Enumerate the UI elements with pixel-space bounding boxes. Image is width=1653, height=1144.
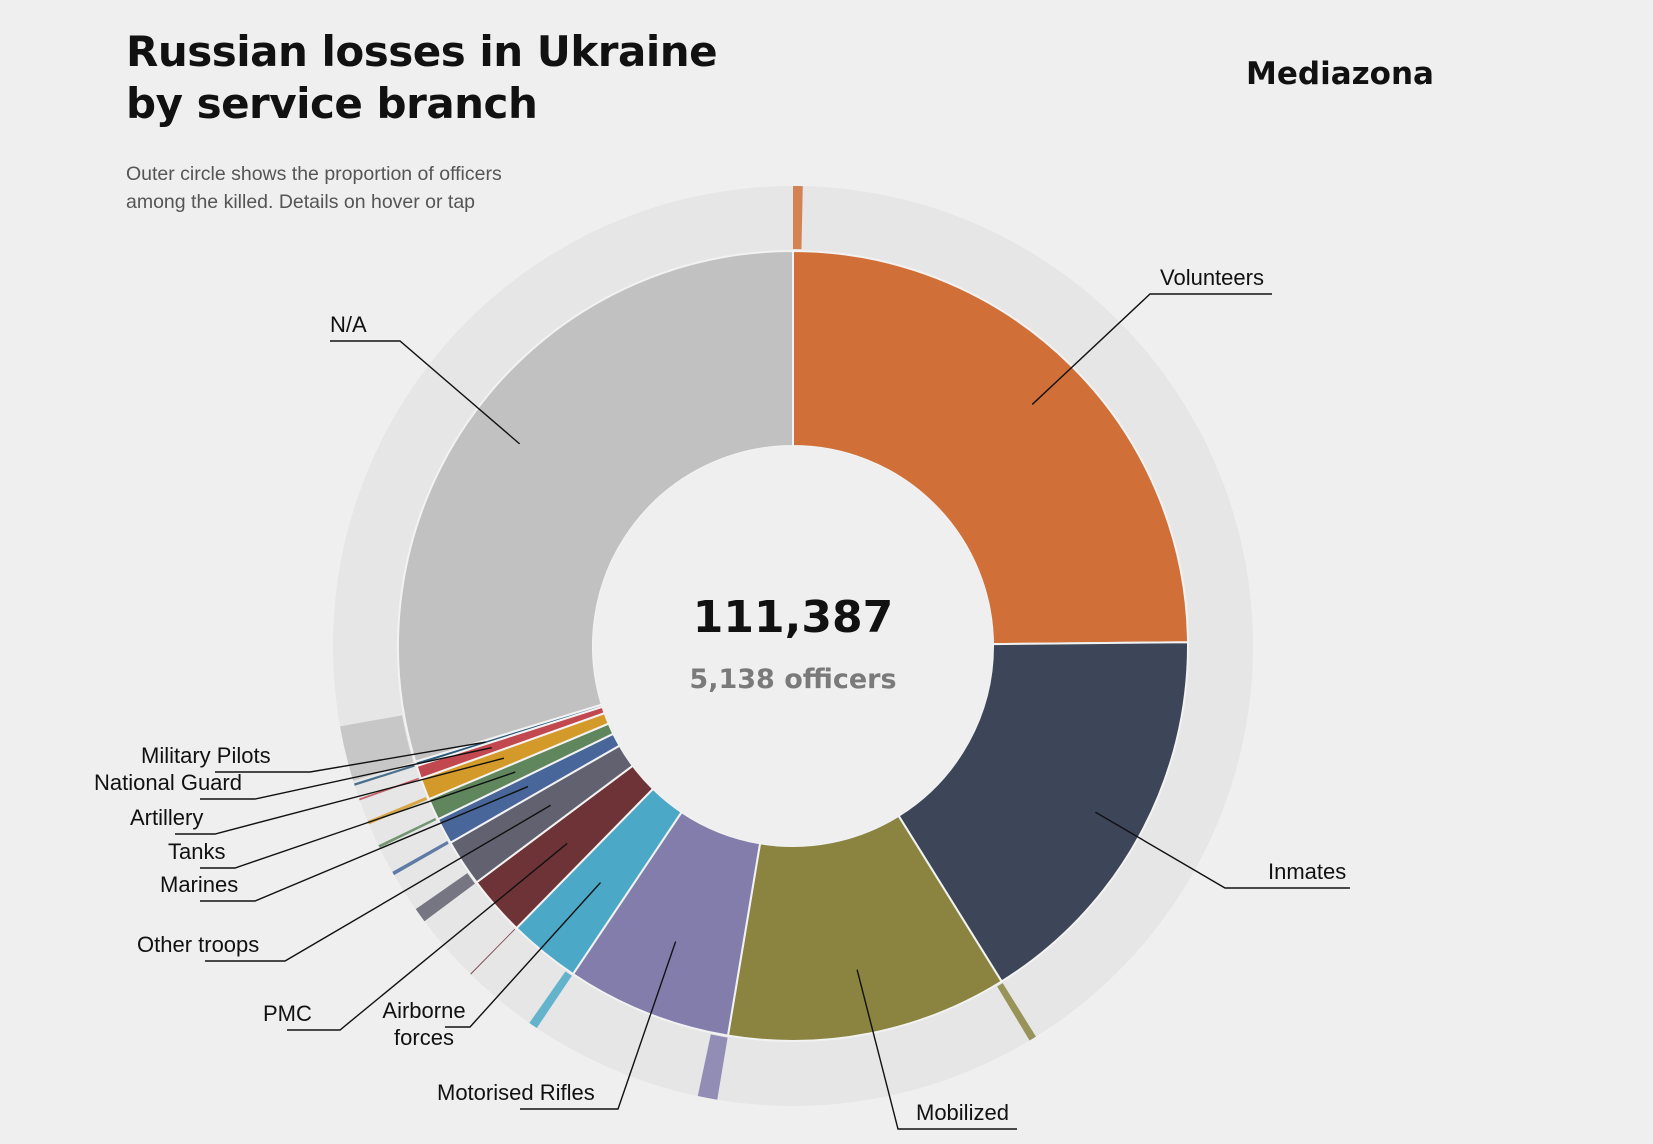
officer-arc-tanks[interactable] <box>378 817 437 848</box>
label-pmc: PMC <box>263 1001 312 1026</box>
chart-title: Russian losses in Ukraine by service bra… <box>126 26 718 130</box>
chart-subtitle-line-1: Outer circle shows the proportion of off… <box>126 163 502 185</box>
label-other-troops: Other troops <box>137 932 259 957</box>
leader-line-artillery <box>175 757 505 835</box>
officer-arc-mobilized[interactable] <box>997 983 1036 1041</box>
chart-subtitle: Outer circle shows the proportion of off… <box>126 160 502 216</box>
chart-title-line-2: by service branch <box>126 79 538 128</box>
leader-line-volunteers <box>1031 293 1272 405</box>
officer-arc-other-troops[interactable] <box>415 873 475 922</box>
leader-lines-layer <box>175 293 1350 1130</box>
label-airborne-forces: Airborne forces <box>382 998 465 1050</box>
center-total-value: 111,387 <box>693 592 893 643</box>
leader-line-pmc <box>287 842 568 1031</box>
officer-arc-national-guard[interactable] <box>359 777 420 801</box>
leader-line-tanks <box>200 771 516 869</box>
brand-logo: Mediazona <box>1246 56 1434 92</box>
label-military-pilots: Military Pilots <box>141 743 271 768</box>
leader-line-other-troops <box>205 804 552 962</box>
officer-arc-military-pilots[interactable] <box>354 764 415 786</box>
officer-arc-motorised-rifles[interactable] <box>697 1034 728 1100</box>
leader-line-mobilized <box>856 969 1017 1130</box>
labels-layer: Volunteers Inmates Mobilized Motorised Rifl… <box>94 265 1346 1125</box>
label-motorised-rifles: Motorised Rifles <box>437 1080 595 1105</box>
label-inmates: Inmates <box>1268 859 1346 884</box>
label-national-guard: National Guard <box>94 770 242 795</box>
officer-arcs-layer <box>340 186 1036 1100</box>
officer-arc-marines[interactable] <box>392 840 449 876</box>
officer-arc-pmc[interactable] <box>470 928 516 975</box>
donut-hole <box>593 446 993 846</box>
chart-subtitle-line-2: among the killed. Details on hover or ta… <box>126 191 476 213</box>
leader-line-marines <box>200 785 529 902</box>
chart-title-line-1: Russian losses in Ukraine <box>126 27 718 76</box>
label-marines: Marines <box>160 872 238 897</box>
label-mobilized: Mobilized <box>916 1100 1009 1125</box>
leader-line-n-a <box>330 340 521 445</box>
label-n-a: N/A <box>330 312 367 337</box>
center-officers-value: 5,138 officers <box>689 664 896 695</box>
officer-arc-volunteers[interactable] <box>793 186 803 250</box>
officer-arc-airborne-forces[interactable] <box>529 971 572 1029</box>
label-artillery: Artillery <box>130 805 203 830</box>
leader-line-military-pilots <box>215 741 486 773</box>
leader-line-inmates <box>1095 811 1350 889</box>
leader-line-national-guard <box>200 746 492 800</box>
branch-slices-layer <box>397 249 1189 1042</box>
leader-line-motorised-rifles <box>520 941 677 1110</box>
label-tanks: Tanks <box>168 839 225 864</box>
label-volunteers: Volunteers <box>1160 265 1264 290</box>
leader-line-airborne-forces <box>445 882 602 1028</box>
